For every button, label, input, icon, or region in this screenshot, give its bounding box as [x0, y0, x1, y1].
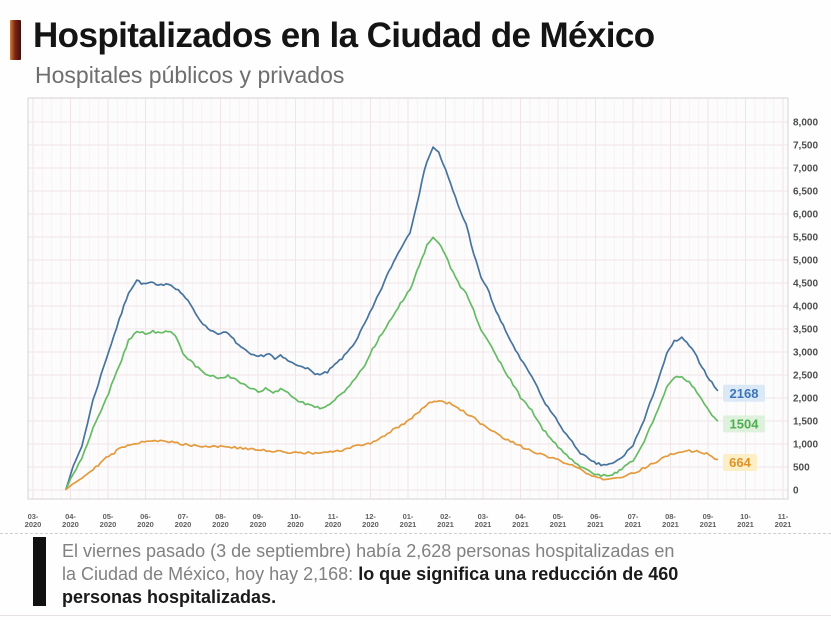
- y-tick-label: 8,000: [793, 118, 818, 129]
- y-tick-label: 0: [793, 486, 799, 497]
- note-segment-gray: El viernes pasado (3 de septiembre) habí…: [62, 541, 675, 561]
- x-tick-label: 06-2020: [137, 512, 154, 529]
- x-tick-label: 07-2021: [625, 512, 642, 529]
- x-tick-label: 08-2020: [212, 512, 229, 529]
- note-segment-bold: lo que significa una reducción de 460: [358, 564, 679, 584]
- page-subtitle: Hospitales públicos y privados: [35, 62, 345, 88]
- y-tick-label: 2,500: [793, 371, 818, 382]
- y-tick-label: 4,000: [793, 302, 818, 313]
- x-tick-label: 01-2021: [400, 512, 417, 529]
- series-green-end-label: 1504: [723, 415, 765, 433]
- x-axis-labels: 03-2020 04-2020 05-2020 06-2020 07-2020 08-20…: [25, 512, 792, 529]
- x-tick-label: 04-2021: [512, 512, 529, 529]
- x-tick-label: 08-2021: [662, 512, 679, 529]
- series-lines: [65, 146, 719, 491]
- y-tick-label: 6,000: [793, 210, 818, 221]
- x-tick-label: 05-2021: [550, 512, 567, 529]
- note-divider: [0, 533, 831, 534]
- y-tick-label: 1,500: [793, 417, 818, 428]
- x-tick-label: 03-2020: [25, 512, 42, 529]
- x-tick-label: 12-2020: [362, 512, 379, 529]
- end-label-value: 2168: [730, 386, 759, 401]
- y-tick-label: 3,500: [793, 325, 818, 336]
- hospitalization-line-chart: 03-2020 04-2020 05-2020 06-2020 07-2020 08-20…: [25, 97, 818, 529]
- y-tick-label: 2,000: [793, 394, 818, 405]
- title-accent-bar: [10, 20, 21, 60]
- y-tick-label: 4,500: [793, 279, 818, 290]
- x-tick-label: 03-2021: [475, 512, 492, 529]
- y-axis-labels: 8,000 7,500 7,000 6,500 6,000 5,500 5,000 4,500…: [793, 118, 818, 497]
- y-tick-label: 7,000: [793, 164, 818, 175]
- x-tick-label: 09-2021: [700, 512, 717, 529]
- end-label-value: 664: [729, 455, 751, 470]
- x-tick-label: 09-2020: [250, 512, 267, 529]
- note-line: El viernes pasado (3 de septiembre) habí…: [62, 540, 802, 563]
- y-tick-label: 1,000: [793, 440, 818, 451]
- end-value-labels: 2168 1504 664: [723, 384, 765, 471]
- y-tick-label: 3,000: [793, 348, 818, 359]
- bottom-edge: [0, 615, 831, 616]
- series-green-line: [65, 236, 719, 491]
- x-tick-label: 10-2020: [287, 512, 304, 529]
- plot-border: [27, 97, 789, 500]
- series-orange-end-label: 664: [723, 453, 757, 471]
- note-text: El viernes pasado (3 de septiembre) habí…: [62, 540, 802, 609]
- x-tick-label: 02-2021: [437, 512, 454, 529]
- x-tick-label: 10-2021: [737, 512, 754, 529]
- grid: [28, 98, 788, 499]
- x-tick-label: 04-2020: [62, 512, 79, 529]
- chart-area: 03-2020 04-2020 05-2020 06-2020 07-2020 08-20…: [0, 95, 831, 533]
- note-line: la Ciudad de México, hoy hay 2,168: lo q…: [62, 563, 802, 586]
- y-tick-label: 7,500: [793, 141, 818, 152]
- note-segment-gray: la Ciudad de México, hoy hay 2,168:: [62, 564, 359, 584]
- end-label-value: 1504: [730, 416, 760, 431]
- series-blue-total-end-label: 2168: [723, 384, 765, 402]
- x-tick-label: 07-2020: [175, 512, 192, 529]
- y-tick-label: 500: [793, 463, 810, 474]
- series-orange-line: [65, 399, 719, 491]
- y-tick-label: 5,500: [793, 233, 818, 244]
- x-tick-label: 05-2020: [100, 512, 117, 529]
- page-title: Hospitalizados en la Ciudad de México: [33, 16, 655, 55]
- series-blue-total-line: [65, 146, 719, 490]
- x-tick-label: 11-2020: [325, 512, 342, 529]
- y-tick-label: 6,500: [793, 187, 818, 198]
- x-tick-label: 11-2021: [775, 512, 792, 529]
- x-tick-label: 06-2021: [587, 512, 604, 529]
- note-line: personas hospitalizadas.: [62, 586, 802, 609]
- y-tick-label: 5,000: [793, 256, 818, 267]
- note-segment-bold: personas hospitalizadas.: [62, 587, 277, 607]
- note-accent-bar: [33, 537, 46, 606]
